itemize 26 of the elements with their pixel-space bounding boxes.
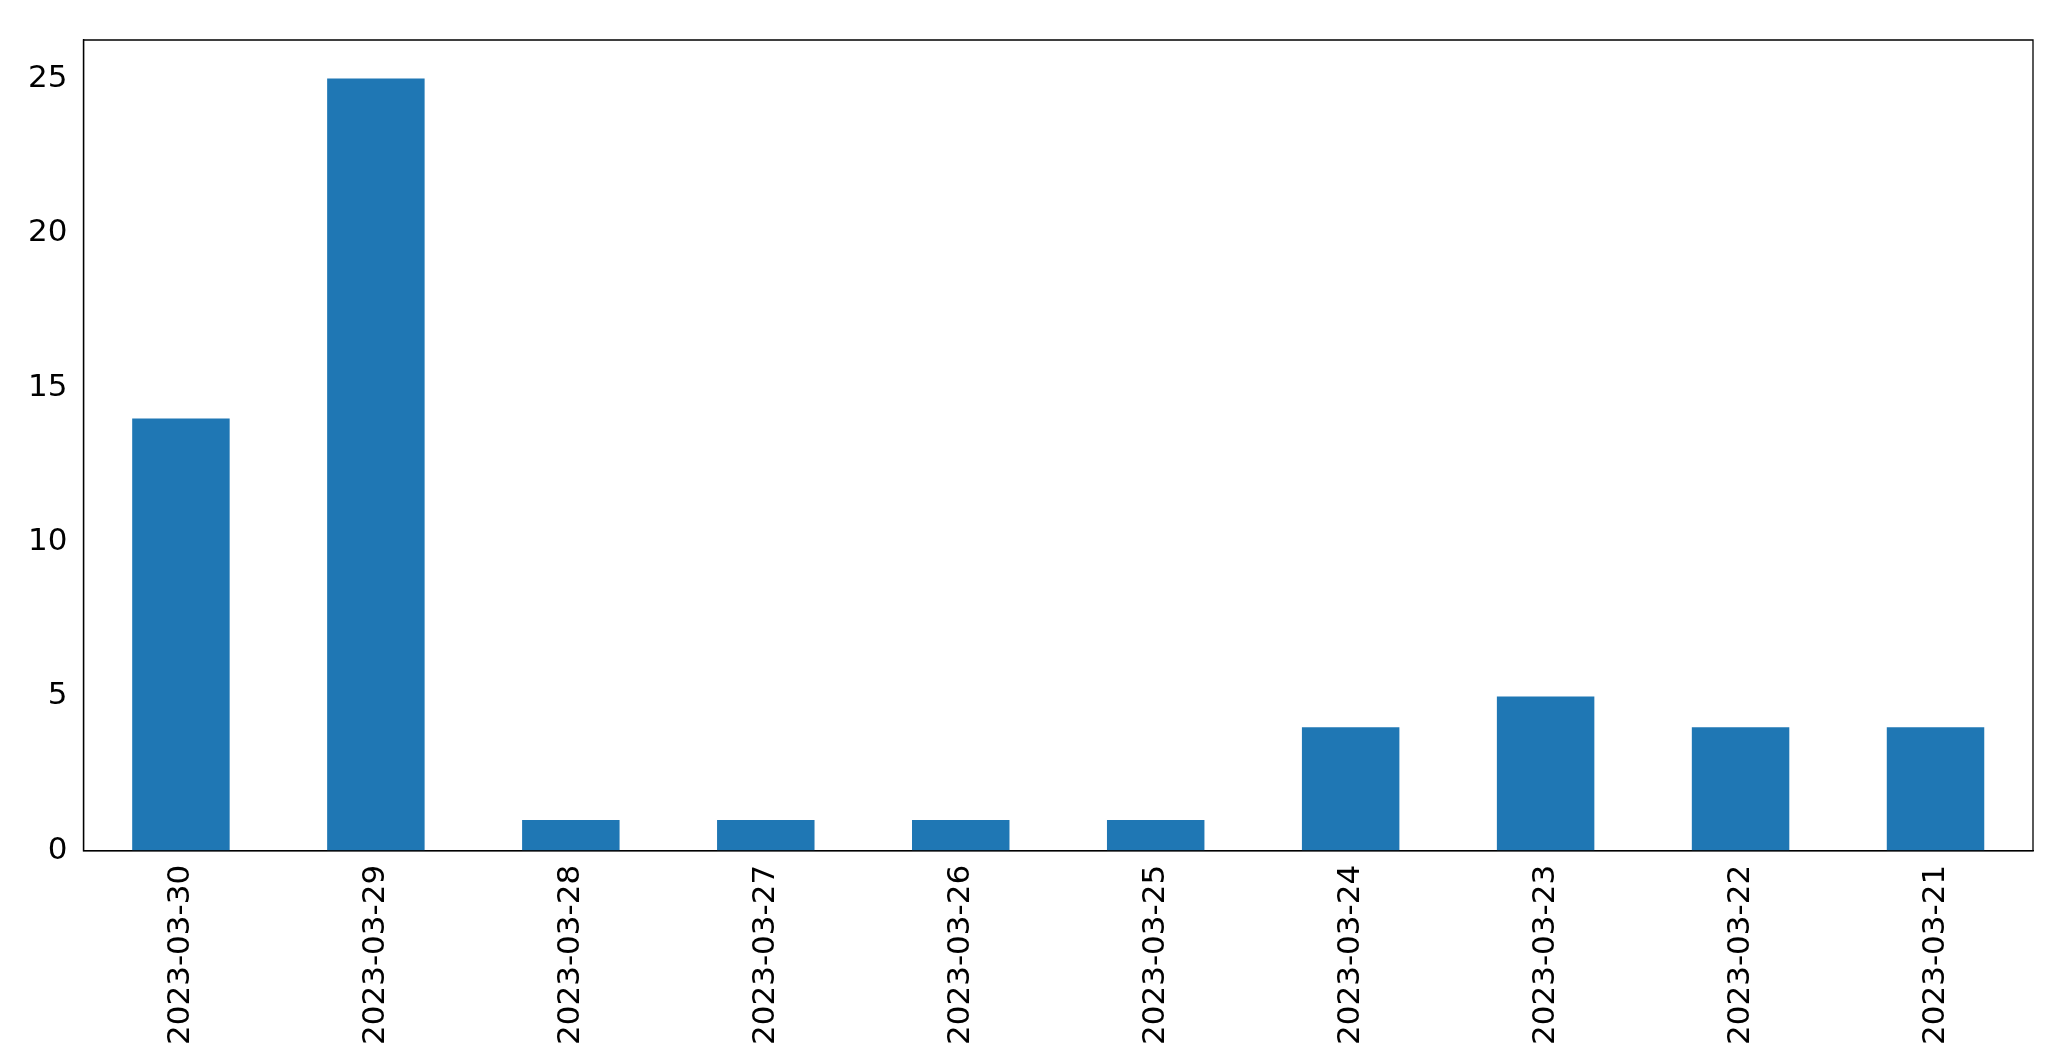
y-tick-label: 10 <box>27 521 68 557</box>
bar <box>1106 819 1205 851</box>
y-tick-label: 0 <box>47 829 68 866</box>
y-tick-label: 15 <box>27 366 68 403</box>
x-tick-label: 2023-03-22 <box>1719 864 1756 1046</box>
x-tick-label: 2023-03-29 <box>354 864 391 1046</box>
bar <box>1496 696 1595 851</box>
x-tick-label: 2023-03-26 <box>939 864 976 1046</box>
y-tick-label: 25 <box>27 57 68 94</box>
bar <box>1301 727 1400 851</box>
bar <box>522 819 620 851</box>
y-tick-label: 5 <box>47 675 68 712</box>
x-tick-label: 2023-03-25 <box>1134 864 1171 1046</box>
x-tick-label: 2023-03-27 <box>744 864 781 1046</box>
x-tick-label: 2023-03-24 <box>1329 864 1366 1046</box>
x-tick-label: 2023-03-21 <box>1914 864 1951 1046</box>
bar <box>327 78 425 851</box>
bar <box>132 418 230 851</box>
x-tick-label: 2023-03-30 <box>159 864 196 1046</box>
x-tick-label: 2023-03-28 <box>549 864 586 1046</box>
bar <box>717 819 815 851</box>
bar <box>1691 727 1790 851</box>
bar <box>912 819 1010 851</box>
bar <box>1886 727 1985 851</box>
y-tick-label: 20 <box>27 212 68 249</box>
x-tick-label: 2023-03-23 <box>1524 864 1561 1046</box>
